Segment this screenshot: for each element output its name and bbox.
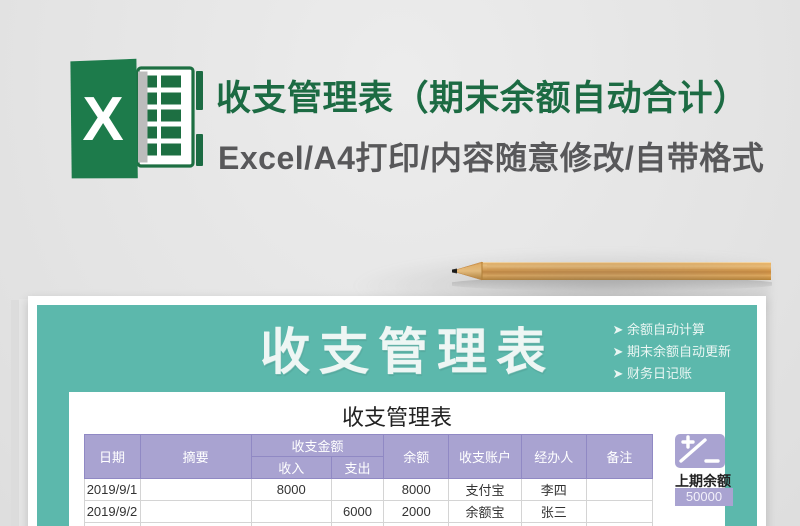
svg-text:X: X <box>82 85 123 154</box>
